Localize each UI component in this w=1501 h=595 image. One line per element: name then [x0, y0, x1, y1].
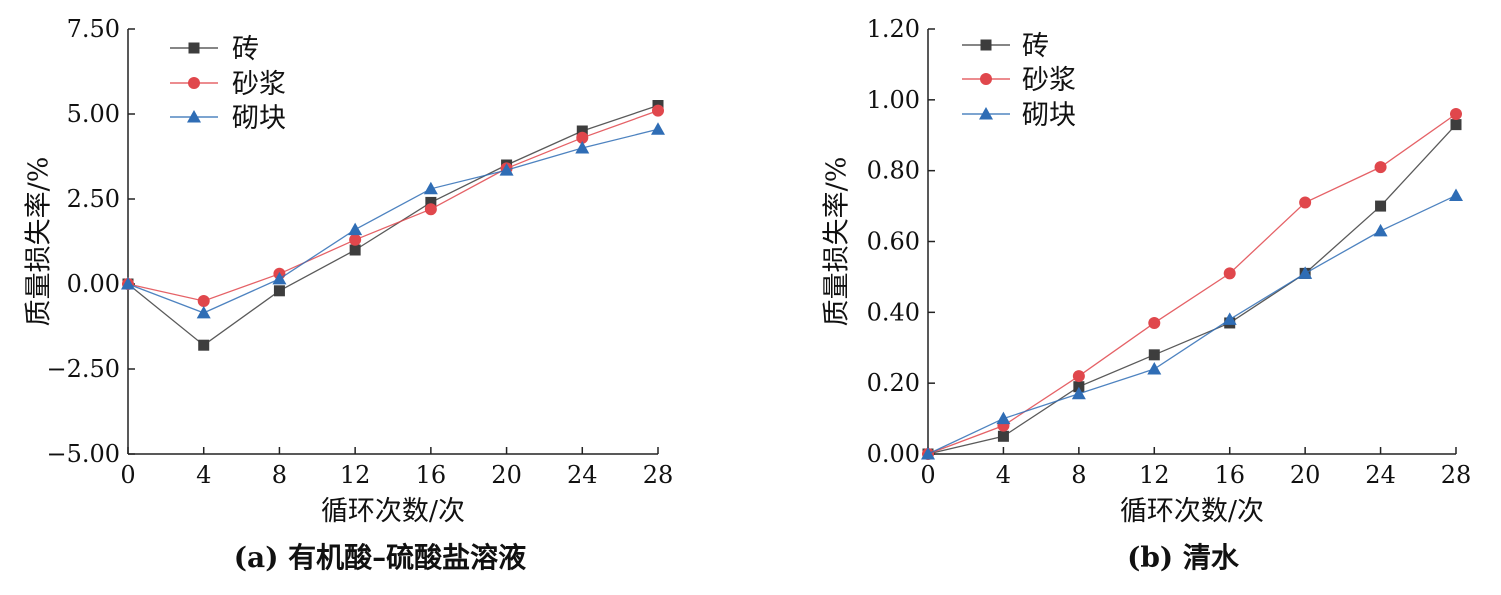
data-point-marker	[1449, 188, 1463, 201]
data-point-marker	[996, 411, 1011, 425]
x-tick-label: 28	[643, 461, 674, 489]
x-tick-label: 16	[416, 461, 447, 489]
data-point-marker	[1222, 312, 1237, 325]
data-point-marker	[121, 277, 135, 290]
data-point-marker	[349, 233, 362, 246]
data-point-marker	[576, 125, 588, 137]
data-point-marker	[272, 271, 287, 285]
legend-label: 砌块	[232, 103, 286, 134]
y-tick-label: 0.60	[867, 228, 920, 256]
x-tick-label: 8	[1071, 461, 1086, 489]
data-point-marker	[1450, 119, 1462, 131]
x-tick-label: 20	[491, 461, 522, 489]
data-point-marker	[1072, 370, 1085, 383]
y-tick-label: 1.20	[867, 15, 920, 43]
y-tick-label: 1.00	[867, 86, 920, 114]
y-tick-label: 0.40	[867, 298, 920, 326]
data-point-marker	[1148, 349, 1160, 361]
legend-label: 砖	[1022, 31, 1049, 62]
data-point-marker	[575, 141, 590, 154]
data-point-marker	[1148, 316, 1161, 329]
panel-caption: (a) 有机酸–硫酸盐溶液	[234, 541, 526, 574]
legend-marker	[979, 107, 993, 120]
data-point-marker	[1073, 381, 1085, 393]
data-point-marker	[273, 285, 285, 297]
series-line-block	[927, 194, 1457, 455]
x-tick-label: 24	[1365, 461, 1396, 489]
data-point-marker	[424, 203, 437, 216]
legend-marker	[187, 110, 201, 123]
data-point-marker	[1374, 161, 1387, 174]
panel-caption: (b) 清水	[1127, 541, 1240, 574]
series-line-mortar	[927, 113, 1457, 455]
series-line-brick	[127, 104, 659, 347]
x-tick-label: 16	[1214, 461, 1245, 489]
y-tick-label: 0.20	[867, 369, 920, 397]
series-line-mortar	[127, 109, 659, 302]
y-tick-label: 5.00	[67, 100, 120, 128]
x-tick-label: 0	[120, 461, 135, 489]
data-point-marker	[1223, 267, 1236, 280]
y-axis-label: 质量损失率/%	[24, 157, 55, 327]
data-point-marker	[348, 222, 363, 236]
data-point-marker	[1373, 223, 1388, 237]
x-tick-label: 8	[272, 461, 287, 489]
data-point-marker	[576, 131, 589, 144]
y-tick-label: 0.00	[867, 440, 920, 468]
data-point-marker	[997, 430, 1009, 442]
legend-marker	[980, 39, 992, 51]
x-tick-label: 4	[996, 461, 1011, 489]
legend-label: 砖	[232, 34, 259, 65]
legend-label: 砂浆	[232, 69, 286, 100]
series-line-brick	[927, 124, 1457, 455]
data-point-marker	[423, 181, 438, 195]
legend-label: 砂浆	[1022, 65, 1076, 96]
data-point-marker	[652, 104, 664, 117]
x-axis-label: 循环次数/次	[1120, 496, 1264, 527]
x-tick-label: 20	[1290, 461, 1321, 489]
legend-marker	[980, 73, 992, 85]
y-tick-label: 2.50	[67, 185, 120, 213]
x-tick-label: 4	[196, 461, 211, 489]
data-point-marker	[425, 196, 437, 208]
data-point-marker	[921, 447, 935, 460]
x-axis-label: 循环次数/次	[321, 496, 465, 527]
panel-a-organic-acid-sulfate: −5.00 −2.50 0.00 2.50 5.00 7.50 0 4 8 12 16 20 24 28 循…	[24, 15, 674, 574]
data-point-marker	[1071, 386, 1086, 400]
legend-label: 砌块	[1022, 100, 1076, 131]
y-tick-label: 0.00	[67, 270, 120, 298]
data-point-marker	[349, 244, 361, 256]
data-point-marker	[197, 295, 210, 307]
data-point-marker	[198, 339, 210, 351]
y-tick-label: −2.50	[46, 355, 120, 383]
data-point-marker	[499, 163, 514, 176]
panel-b-clean-water: 0.00 0.20 0.40 0.60 0.80 1.00 1.20 0 4 8 12 16 20 24 2…	[822, 15, 1472, 574]
x-tick-label: 12	[1139, 461, 1170, 489]
data-point-marker	[651, 122, 665, 135]
y-axis-label: 质量损失率/%	[822, 157, 853, 327]
x-tick-label: 12	[340, 461, 371, 489]
data-point-marker	[1450, 108, 1462, 120]
legend-marker	[188, 77, 200, 89]
y-tick-label: 7.50	[67, 15, 120, 43]
legend-marker	[188, 42, 200, 54]
x-tick-label: 24	[567, 461, 598, 489]
y-tick-label: −5.00	[46, 440, 120, 468]
data-point-marker	[1298, 266, 1313, 279]
y-tick-label: 0.80	[867, 157, 920, 185]
data-point-marker	[1375, 200, 1387, 212]
series-line-block	[127, 128, 659, 314]
data-point-marker	[1147, 362, 1162, 375]
x-tick-label: 0	[920, 461, 935, 489]
x-tick-label: 28	[1441, 461, 1472, 489]
data-point-marker	[1299, 196, 1312, 209]
data-point-marker	[196, 305, 211, 319]
